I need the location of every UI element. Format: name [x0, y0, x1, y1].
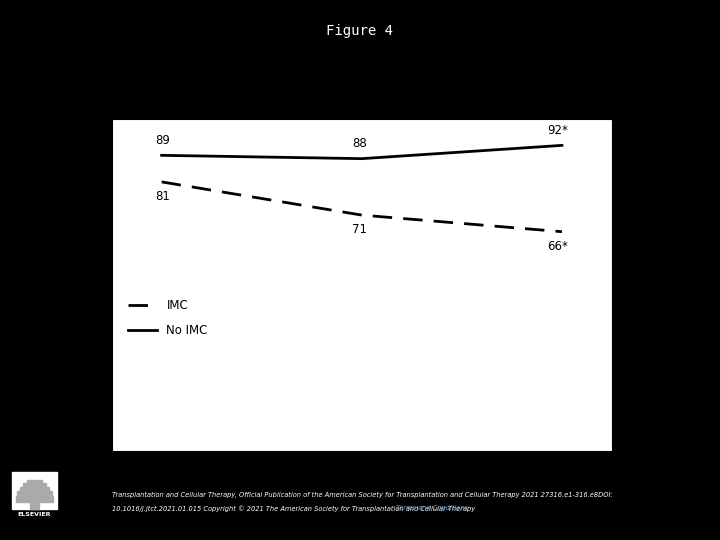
Bar: [20, 487, 49, 492]
Text: 88: 88: [352, 137, 366, 150]
Text: 71: 71: [352, 224, 366, 237]
Text: 89: 89: [156, 134, 171, 147]
Text: 92*: 92*: [547, 124, 568, 137]
Bar: [27, 480, 42, 484]
X-axis label: Day post-HCT: Day post-HCT: [319, 480, 405, 493]
Text: ELSEVIER: ELSEVIER: [18, 511, 51, 517]
Text: Figure 4: Figure 4: [326, 24, 394, 38]
Text: 10.1016/j.jtct.2021.01.015 Copyright © 2021 The American Society for Transplanta: 10.1016/j.jtct.2021.01.015 Copyright © 2…: [112, 505, 477, 511]
Bar: [23, 483, 46, 488]
Bar: [16, 496, 53, 502]
Y-axis label: CD3+ peripheral blood donor contribution
median %: CD3+ peripheral blood donor contribution…: [47, 160, 75, 409]
Text: 66*: 66*: [547, 240, 568, 253]
Text: Terms and Conditions: Terms and Conditions: [396, 505, 468, 511]
Bar: [17, 491, 52, 497]
Bar: [30, 501, 39, 509]
Legend: IMC, No IMC: IMC, No IMC: [127, 299, 208, 337]
Text: Transplantation and Cellular Therapy, Official Publication of the American Socie: Transplantation and Cellular Therapy, Of…: [112, 491, 612, 497]
Text: 81: 81: [156, 190, 171, 203]
Bar: [12, 472, 57, 509]
